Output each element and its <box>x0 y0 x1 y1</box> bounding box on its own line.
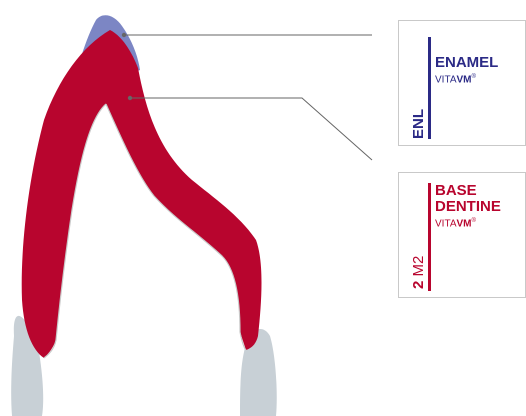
dentine-layer <box>21 30 262 358</box>
enamel-label-card: ENL ENAMEL VITAVM® <box>398 20 526 146</box>
enamel-brand: VITAVM® <box>435 74 476 86</box>
dentine-leader-line <box>130 97 373 161</box>
tooth-core-outline <box>43 103 247 359</box>
dentine-code: 2 M2 <box>410 255 427 289</box>
dentine-color-bar <box>428 183 431 291</box>
enamel-name: ENAMEL <box>435 54 499 71</box>
dentine-name: BASE DENTINE <box>435 182 501 215</box>
dentine-label-card: 2 M2 BASE DENTINE VITAVM® <box>398 172 526 298</box>
enamel-leader-dot <box>121 32 127 38</box>
right-neighbour-tooth <box>240 329 277 416</box>
dentine-brand: VITAVM® <box>435 218 476 230</box>
enamel-color-bar <box>428 37 431 139</box>
dentine-leader-dot <box>127 95 133 101</box>
enamel-code: ENL <box>410 109 427 139</box>
